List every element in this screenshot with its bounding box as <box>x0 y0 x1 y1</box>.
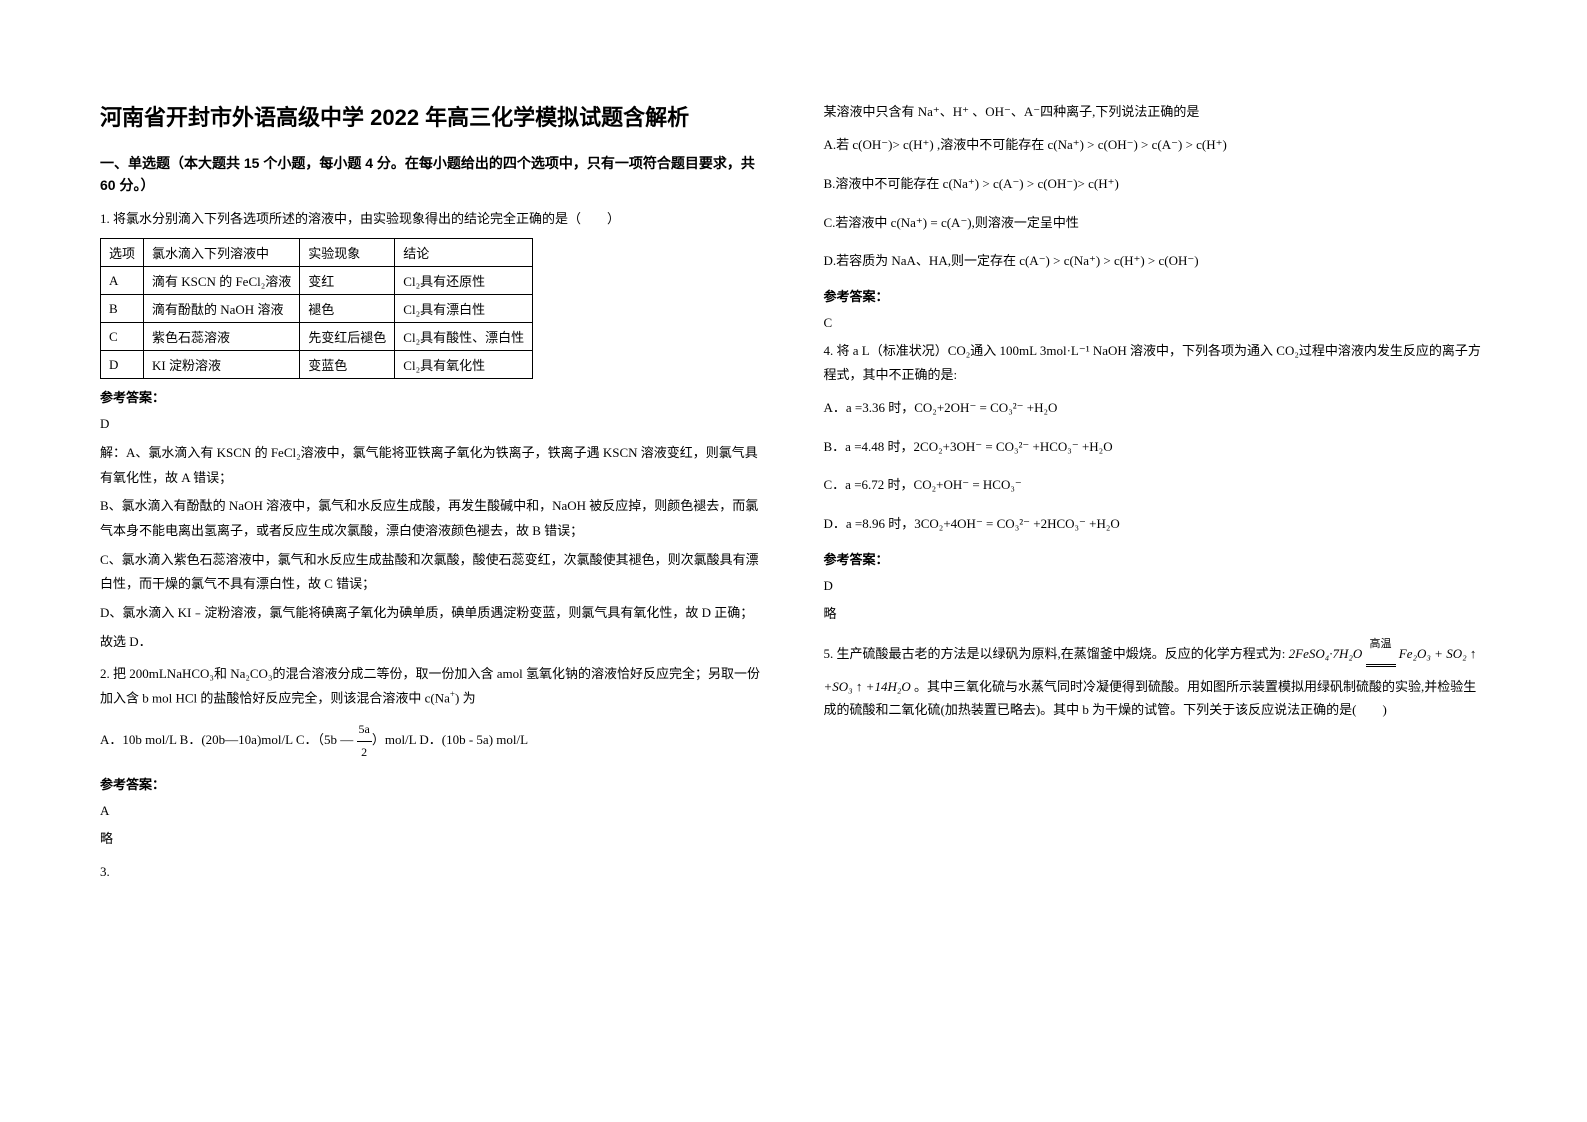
q1-explain-a: 解：A、氯水滴入有 KSCN 的 FeCl₂溶液中，氯气能将亚铁离子氧化为铁离子… <box>100 441 764 490</box>
cell-a-phen: 变红 <box>300 267 395 295</box>
table-row: A 滴有 KSCN 的 FeCl₂溶液 变红 Cl₂具有还原性 <box>101 267 533 295</box>
q1-explain-d: D、氯水滴入 KI﹣淀粉溶液，氯气能将碘离子氧化为碘单质，碘单质遇淀粉变蓝，则氯… <box>100 601 764 626</box>
q5-eq-lhs: 2FeSO₄·7H₂O <box>1289 646 1363 661</box>
cell-c-sol: 紫色石蕊溶液 <box>144 323 300 351</box>
table-row: B 滴有酚酞的 NaOH 溶液 褪色 Cl₂具有漂白性 <box>101 295 533 323</box>
cell-d-sol: KI 淀粉溶液 <box>144 351 300 379</box>
q4-stem: 4. 将 a L（标准状况）CO₂通入 100mL 3mol·L⁻¹ NaOH … <box>824 339 1488 386</box>
q3-opt-a: A.若 c(OH⁻)> c(H⁺) ,溶液中不可能存在 c(Na⁺) > c(O… <box>824 131 1488 160</box>
q1-stem: 1. 将氯水分别滴入下列各选项所述的溶液中，由实验现象得出的结论完全正确的是（ … <box>100 207 764 230</box>
cell-b-phen: 褪色 <box>300 295 395 323</box>
arrow-condition: 高温 <box>1366 635 1396 675</box>
cell-b-conc: Cl₂具有漂白性 <box>395 295 533 323</box>
q4-opt-c: C．a =6.72 时，CO₂+OH⁻ = HCO₃⁻ <box>824 471 1488 500</box>
q3-opt-c: C.若溶液中 c(Na⁺) = c(A⁻),则溶液一定呈中性 <box>824 209 1488 238</box>
q4-opt-a: A．a =3.36 时，CO₂+2OH⁻ = CO₃²⁻ +H₂O <box>824 394 1488 423</box>
q1-table: 选项 氯水滴入下列溶液中 实验现象 结论 A 滴有 KSCN 的 FeCl₂溶液… <box>100 238 533 379</box>
table-row: D KI 淀粉溶液 变蓝色 Cl₂具有氧化性 <box>101 351 533 379</box>
q4-answer-label: 参考答案： <box>824 549 1488 568</box>
q2-opts-b: ）mol/L D．(10b - 5a) mol/L <box>372 733 528 748</box>
q2-fraction: 5a2 <box>357 719 372 763</box>
equals-arrow-icon <box>1366 664 1396 667</box>
q2-options: A．10b mol/L B．(20b—10a)mol/L C．（5b — 5a2… <box>100 719 764 763</box>
q4-opt-d: D．a =8.96 时，3CO₂+4OH⁻ = CO₃²⁻ +2HCO₃⁻ +H… <box>824 510 1488 539</box>
q1-explain-end: 故选 D． <box>100 630 764 655</box>
th-phenomenon: 实验现象 <box>300 239 395 267</box>
cell-a-opt: A <box>101 267 144 295</box>
table-header-row: 选项 氯水滴入下列溶液中 实验现象 结论 <box>101 239 533 267</box>
q1-explain-b: B、氯水滴入有酚酞的 NaOH 溶液中，氯气和水反应生成酸，再发生酸碱中和，Na… <box>100 494 764 543</box>
q5-stem-a: 5. 生产硫酸最古老的方法是以绿矾为原料,在蒸馏釜中煅烧。反应的化学方程式为: <box>824 646 1289 661</box>
q3-number: 3. <box>100 860 764 885</box>
page-title: 河南省开封市外语高级中学 2022 年高三化学模拟试题含解析 <box>100 100 764 132</box>
frac-den: 2 <box>357 742 372 764</box>
th-conclusion: 结论 <box>395 239 533 267</box>
q1-answer-label: 参考答案： <box>100 387 764 406</box>
right-column: 某溶液中只含有 Na⁺、H⁺ 、OH⁻、A⁻四种离子,下列说法正确的是 A.若 … <box>824 100 1488 1082</box>
th-option: 选项 <box>101 239 144 267</box>
q2-opts-a: A．10b mol/L B．(20b—10a)mol/L C．（5b — <box>100 733 357 748</box>
cell-d-conc: Cl₂具有氧化性 <box>395 351 533 379</box>
cell-b-sol: 滴有酚酞的 NaOH 溶液 <box>144 295 300 323</box>
cell-c-opt: C <box>101 323 144 351</box>
q4-answer: D <box>824 574 1488 599</box>
q5-stem-b: 。其中三氧化硫与水蒸气同时冷凝便得到硫酸。用如图所示装置模拟用绿矾制硫酸的实验,… <box>824 679 1477 717</box>
q3-opt-b: B.溶液中不可能存在 c(Na⁺) > c(A⁻) > c(OH⁻)> c(H⁺… <box>824 170 1488 199</box>
q4-opt-b: B．a =4.48 时，2CO₂+3OH⁻ = CO₃²⁻ +HCO₃⁻ +H₂… <box>824 433 1488 462</box>
cell-b-opt: B <box>101 295 144 323</box>
q5-stem: 5. 生产硫酸最古老的方法是以绿矾为原料,在蒸馏釜中煅烧。反应的化学方程式为: … <box>824 635 1488 721</box>
q3-answer: C <box>824 311 1488 336</box>
cell-a-sol: 滴有 KSCN 的 FeCl₂溶液 <box>144 267 300 295</box>
cell-c-conc: Cl₂具有酸性、漂白性 <box>395 323 533 351</box>
q1-explain-c: C、氯水滴入紫色石蕊溶液中，氯气和水反应生成盐酸和次氯酸，酸使石蕊变红，次氯酸使… <box>100 548 764 597</box>
table-row: C 紫色石蕊溶液 先变红后褪色 Cl₂具有酸性、漂白性 <box>101 323 533 351</box>
q3-opt-d: D.若容质为 NaA、HA,则一定存在 c(A⁻) > c(Na⁺) > c(H… <box>824 247 1488 276</box>
cell-d-opt: D <box>101 351 144 379</box>
cell-d-phen: 变蓝色 <box>300 351 395 379</box>
q1-answer: D <box>100 412 764 437</box>
q2-answer-label: 参考答案： <box>100 774 764 793</box>
q3-answer-label: 参考答案： <box>824 286 1488 305</box>
q2-stem-a: 2. 把 200mLNaHCO₃和 Na₂CO₃的混合溶液分成二等份，取一份加入… <box>100 666 760 705</box>
q2-answer: A <box>100 799 764 824</box>
q2-note: 略 <box>100 827 764 852</box>
q2-stem: 2. 把 200mLNaHCO₃和 Na₂CO₃的混合溶液分成二等份，取一份加入… <box>100 662 764 709</box>
frac-num: 5a <box>357 719 372 742</box>
section-heading: 一、单选题（本大题共 15 个小题，每小题 4 分。在每小题给出的四个选项中，只… <box>100 152 764 197</box>
th-solution: 氯水滴入下列溶液中 <box>144 239 300 267</box>
cell-a-conc: Cl₂具有还原性 <box>395 267 533 295</box>
q2-stem-b: ) 为 <box>455 690 476 705</box>
left-column: 河南省开封市外语高级中学 2022 年高三化学模拟试题含解析 一、单选题（本大题… <box>100 100 764 1082</box>
q5-eq-cond: 高温 <box>1370 638 1392 650</box>
q3-stem: 某溶液中只含有 Na⁺、H⁺ 、OH⁻、A⁻四种离子,下列说法正确的是 <box>824 100 1488 123</box>
cell-c-phen: 先变红后褪色 <box>300 323 395 351</box>
q4-note: 略 <box>824 602 1488 627</box>
